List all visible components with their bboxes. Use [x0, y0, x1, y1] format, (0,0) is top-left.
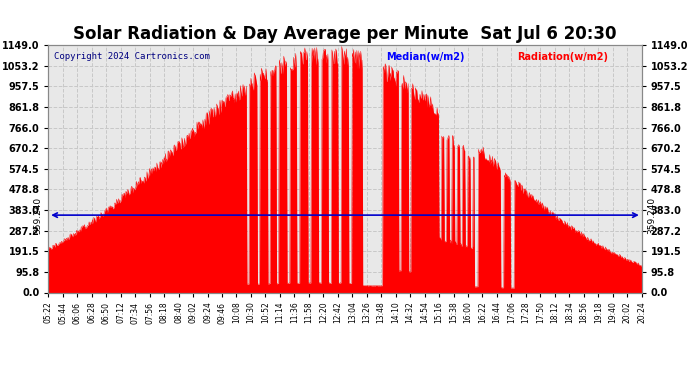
Title: Solar Radiation & Day Average per Minute  Sat Jul 6 20:30: Solar Radiation & Day Average per Minute…: [73, 26, 617, 44]
Text: Copyright 2024 Cartronics.com: Copyright 2024 Cartronics.com: [55, 53, 210, 62]
Text: 359.240: 359.240: [648, 196, 657, 234]
Text: Median(w/m2): Median(w/m2): [386, 53, 465, 62]
Text: 359.240: 359.240: [33, 196, 42, 234]
Text: Radiation(w/m2): Radiation(w/m2): [517, 53, 608, 62]
